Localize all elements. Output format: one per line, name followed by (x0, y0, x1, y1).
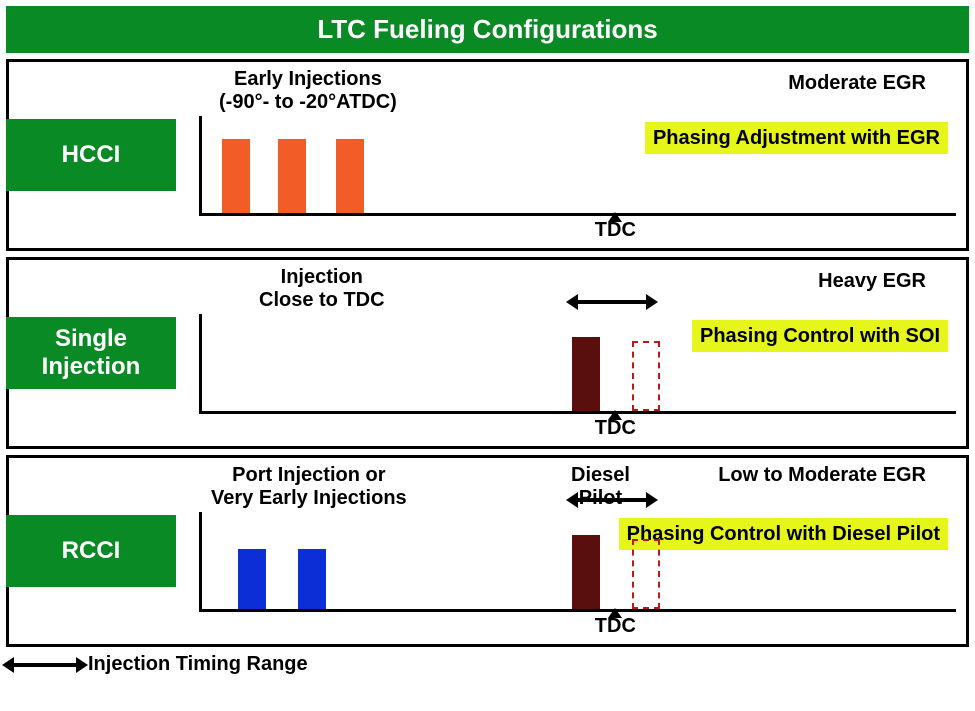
injection-bar-dashed (632, 539, 660, 609)
panel-single-body: Injection Close to TDC Heavy EGR Phasing… (199, 264, 956, 442)
injection-bar (572, 337, 600, 411)
injection-bar (222, 139, 250, 213)
injection-bar (238, 549, 266, 609)
rcci-tdc-label: TDC (595, 615, 636, 638)
rcci-egr-label: Low to Moderate EGR (718, 464, 926, 487)
legend-arrow-icon (12, 663, 78, 667)
panel-hcci-label: HCCI (6, 119, 176, 191)
single-axis (199, 314, 956, 414)
single-tdc-label: TDC (595, 417, 636, 440)
single-egr-label: Heavy EGR (818, 270, 926, 293)
injection-bar (298, 549, 326, 609)
rcci-port-label: Port Injection or Very Early Injections (211, 464, 407, 510)
single-injection-label: Injection Close to TDC (259, 266, 385, 312)
legend: Injection Timing Range (12, 653, 969, 676)
timing-range-arrow-icon (576, 300, 648, 304)
hcci-injection-label: Early Injections (-90°- to -20°ATDC) (219, 68, 397, 114)
panel-hcci: HCCI Early Injections (-90°- to -20°ATDC… (6, 59, 969, 251)
injection-bar (278, 139, 306, 213)
legend-text: Injection Timing Range (88, 653, 308, 676)
hcci-axis (199, 116, 956, 216)
injection-bar-dashed (632, 341, 660, 411)
rcci-axis (199, 512, 956, 612)
panel-single-label: Single Injection (6, 317, 176, 389)
timing-range-arrow-icon (576, 498, 648, 502)
main-title: LTC Fueling Configurations (6, 6, 969, 53)
rcci-pilot-label: Diesel Pilot (571, 464, 630, 510)
hcci-tdc-label: TDC (595, 219, 636, 242)
hcci-egr-label: Moderate EGR (788, 72, 926, 95)
injection-bar (336, 139, 364, 213)
panel-hcci-body: Early Injections (-90°- to -20°ATDC) Mod… (199, 66, 956, 244)
panel-rcci: RCCI Port Injection or Very Early Inject… (6, 455, 969, 647)
injection-bar (572, 535, 600, 609)
panel-rcci-label: RCCI (6, 515, 176, 587)
panel-single: Single Injection Injection Close to TDC … (6, 257, 969, 449)
panel-rcci-body: Port Injection or Very Early Injections … (199, 462, 956, 640)
